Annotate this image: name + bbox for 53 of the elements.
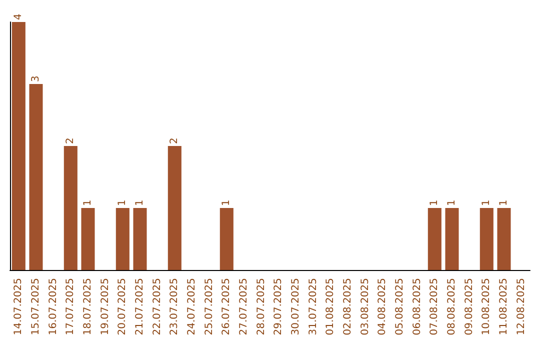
bar (497, 208, 511, 270)
x-tick-label: 11.08.2025 (498, 278, 510, 336)
x-tick-label: 24.07.2025 (186, 278, 198, 336)
data-label: 1 (446, 200, 458, 206)
x-tick-label: 14.07.2025 (13, 278, 24, 336)
x-tick-label: 31.07.2025 (308, 278, 319, 336)
x-tick-label: 29.07.2025 (273, 278, 284, 336)
bar (428, 208, 442, 270)
bar (133, 208, 147, 270)
data-label: 3 (30, 76, 42, 82)
x-tick-label: 27.07.2025 (238, 278, 250, 336)
x-tick-label: 01.08.2025 (325, 278, 336, 336)
data-label: 1 (82, 200, 94, 206)
x-tick-label: 08.08.2025 (446, 278, 458, 336)
x-tick-label: 03.08.2025 (360, 278, 371, 336)
x-tick-label: 22.07.2025 (152, 278, 163, 336)
data-label: 1 (117, 200, 128, 206)
x-tick-label: 28.07.2025 (256, 278, 267, 336)
bar (220, 208, 234, 270)
x-tick-label: 04.08.2025 (377, 278, 388, 336)
x-tick-label: 02.08.2025 (342, 278, 354, 336)
x-tick-label: 19.07.2025 (100, 278, 111, 336)
data-label: 1 (498, 200, 510, 206)
x-tick-label: 16.07.2025 (48, 278, 59, 336)
data-label: 1 (429, 200, 440, 206)
data-label: 2 (65, 138, 76, 144)
x-tick-label: 21.07.2025 (134, 278, 146, 336)
data-label: 1 (481, 200, 492, 206)
x-tick-label: 30.07.2025 (290, 278, 302, 336)
data-label: 1 (134, 200, 146, 206)
bar (480, 208, 494, 270)
x-tick-label: 15.07.2025 (30, 278, 42, 336)
bar (445, 208, 459, 270)
x-tick-label: 06.08.2025 (412, 278, 423, 336)
bar (81, 208, 95, 270)
x-tick-label: 09.08.2025 (464, 278, 475, 336)
x-tick-label: 20.07.2025 (117, 278, 128, 336)
x-tick-label: 12.08.2025 (516, 278, 527, 336)
x-tick-label: 05.08.2025 (394, 278, 406, 336)
x-tick-label: 07.08.2025 (429, 278, 440, 336)
data-label: 1 (221, 200, 232, 206)
data-label: 4 (13, 14, 24, 20)
bar (64, 146, 78, 270)
x-tick-label: 25.07.2025 (204, 278, 215, 336)
bar (116, 208, 130, 270)
bar (168, 146, 182, 270)
x-tick-label: 10.08.2025 (481, 278, 492, 336)
x-tick-label: 23.07.2025 (169, 278, 180, 336)
x-tick-label: 17.07.2025 (65, 278, 76, 336)
x-tick-label: 26.07.2025 (221, 278, 232, 336)
data-label: 2 (169, 138, 180, 144)
x-tick-label: 18.07.2025 (82, 278, 94, 336)
bar (29, 84, 43, 270)
